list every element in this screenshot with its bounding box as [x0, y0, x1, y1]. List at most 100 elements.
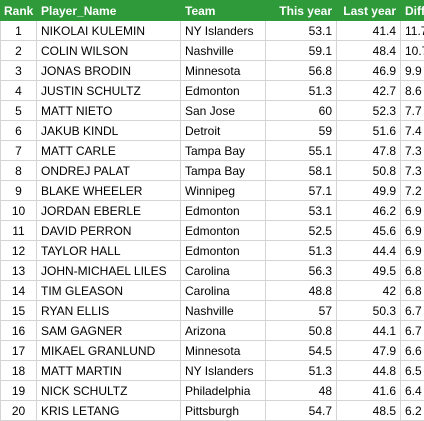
table-row: 9 BLAKE WHEELER Winnipeg 57.1 49.9 7.2 [0, 180, 424, 201]
diff-cell: 6.5 [400, 360, 424, 381]
this-year-cell: 54.7 [265, 400, 337, 421]
rank-cell: 14 [0, 280, 37, 301]
diff-cell: 6.9 [400, 240, 424, 261]
diff-cell: 6.7 [400, 300, 424, 321]
player-name-cell: JOHN-MICHAEL LILES [36, 260, 181, 281]
rank-cell: 19 [0, 380, 37, 401]
this-year-cell: 48 [265, 380, 337, 401]
this-year-cell: 59 [265, 120, 337, 141]
this-year-cell: 57.1 [265, 180, 337, 201]
team-cell: Nashville [180, 300, 266, 321]
rank-cell: 4 [0, 80, 37, 101]
diff-cell: 9.9 [400, 60, 424, 81]
player-name-cell: NIKOLAI KULEMIN [36, 20, 181, 41]
player-name-cell: BLAKE WHEELER [36, 180, 181, 201]
this-year-cell: 57 [265, 300, 337, 321]
team-cell: Edmonton [180, 200, 266, 221]
diff-cell: 6.8 [400, 260, 424, 281]
table-row: 19 NICK SCHULTZ Philadelphia 48 41.6 6.4 [0, 380, 424, 401]
rank-cell: 16 [0, 320, 37, 341]
diff-cell: 6.4 [400, 380, 424, 401]
team-cell: Pittsburgh [180, 400, 266, 421]
table-row: 11 DAVID PERRON Edmonton 52.5 45.6 6.9 [0, 220, 424, 241]
table-row: 4 JUSTIN SCHULTZ Edmonton 51.3 42.7 8.6 [0, 80, 424, 101]
team-cell: Nashville [180, 40, 266, 61]
diff-cell: 8.6 [400, 80, 424, 101]
player-name-cell: JONAS BRODIN [36, 60, 181, 81]
header-row: Rank Player_Name Team This year Last year Dif… [0, 0, 424, 21]
rank-cell: 2 [0, 40, 37, 61]
diff-cell: 6.2 [400, 400, 424, 421]
last-year-cell: 52.3 [336, 100, 401, 121]
table-row: 7 MATT CARLE Tampa Bay 55.1 47.8 7.3 [0, 140, 424, 161]
last-year-cell: 48.4 [336, 40, 401, 61]
team-cell: San Jose [180, 100, 266, 121]
header-cell: This year [265, 0, 337, 21]
header-cell: Diff [400, 0, 424, 21]
team-cell: Winnipeg [180, 180, 266, 201]
player-name-cell: DAVID PERRON [36, 220, 181, 241]
header-cell: Rank [0, 0, 37, 21]
team-cell: Edmonton [180, 240, 266, 261]
rank-cell: 8 [0, 160, 37, 181]
rank-cell: 1 [0, 20, 37, 41]
last-year-cell: 51.6 [336, 120, 401, 141]
this-year-cell: 53.1 [265, 20, 337, 41]
this-year-cell: 56.3 [265, 260, 337, 281]
last-year-cell: 46.2 [336, 200, 401, 221]
header-cell: Team [180, 0, 266, 21]
team-cell: Tampa Bay [180, 160, 266, 181]
diff-cell: 6.9 [400, 200, 424, 221]
team-cell: Edmonton [180, 220, 266, 241]
table-row: 12 TAYLOR HALL Edmonton 51.3 44.4 6.9 [0, 240, 424, 261]
last-year-cell: 41.6 [336, 380, 401, 401]
team-cell: Carolina [180, 260, 266, 281]
rank-cell: 10 [0, 200, 37, 221]
player-name-cell: JORDAN EBERLE [36, 200, 181, 221]
player-name-cell: JUSTIN SCHULTZ [36, 80, 181, 101]
last-year-cell: 49.9 [336, 180, 401, 201]
last-year-cell: 41.4 [336, 20, 401, 41]
rank-cell: 17 [0, 340, 37, 361]
player-name-cell: RYAN ELLIS [36, 300, 181, 321]
player-name-cell: TAYLOR HALL [36, 240, 181, 261]
player-name-cell: COLIN WILSON [36, 40, 181, 61]
team-cell: Detroit [180, 120, 266, 141]
diff-cell: 7.4 [400, 120, 424, 141]
table-row: 16 SAM GAGNER Arizona 50.8 44.1 6.7 [0, 320, 424, 341]
player-name-cell: KRIS LETANG [36, 400, 181, 421]
table-row: 5 MATT NIETO San Jose 60 52.3 7.7 [0, 100, 424, 121]
this-year-cell: 52.5 [265, 220, 337, 241]
diff-cell: 6.6 [400, 340, 424, 361]
player-name-cell: ONDREJ PALAT [36, 160, 181, 181]
team-cell: Edmonton [180, 80, 266, 101]
last-year-cell: 50.3 [336, 300, 401, 321]
table-row: 13 JOHN-MICHAEL LILES Carolina 56.3 49.5 6.8 [0, 260, 424, 281]
header-cell: Player_Name [36, 0, 181, 21]
team-cell: NY Islanders [180, 360, 266, 381]
last-year-cell: 48.5 [336, 400, 401, 421]
diff-cell: 6.9 [400, 220, 424, 241]
rank-cell: 5 [0, 100, 37, 121]
rank-cell: 7 [0, 140, 37, 161]
diff-cell: 7.3 [400, 140, 424, 161]
last-year-cell: 50.8 [336, 160, 401, 181]
diff-cell: 6.8 [400, 280, 424, 301]
table-row: 15 RYAN ELLIS Nashville 57 50.3 6.7 [0, 300, 424, 321]
last-year-cell: 49.5 [336, 260, 401, 281]
team-cell: NY Islanders [180, 20, 266, 41]
last-year-cell: 47.8 [336, 140, 401, 161]
last-year-cell: 45.6 [336, 220, 401, 241]
table-row: 17 MIKAEL GRANLUND Minnesota 54.5 47.9 6.6 [0, 340, 424, 361]
this-year-cell: 51.3 [265, 360, 337, 381]
diff-cell: 7.2 [400, 180, 424, 201]
rank-cell: 18 [0, 360, 37, 381]
table-row: 14 TIM GLEASON Carolina 48.8 42 6.8 [0, 280, 424, 301]
table-row: 18 MATT MARTIN NY Islanders 51.3 44.8 6.5 [0, 360, 424, 381]
rank-cell: 9 [0, 180, 37, 201]
player-name-cell: MIKAEL GRANLUND [36, 340, 181, 361]
last-year-cell: 42 [336, 280, 401, 301]
